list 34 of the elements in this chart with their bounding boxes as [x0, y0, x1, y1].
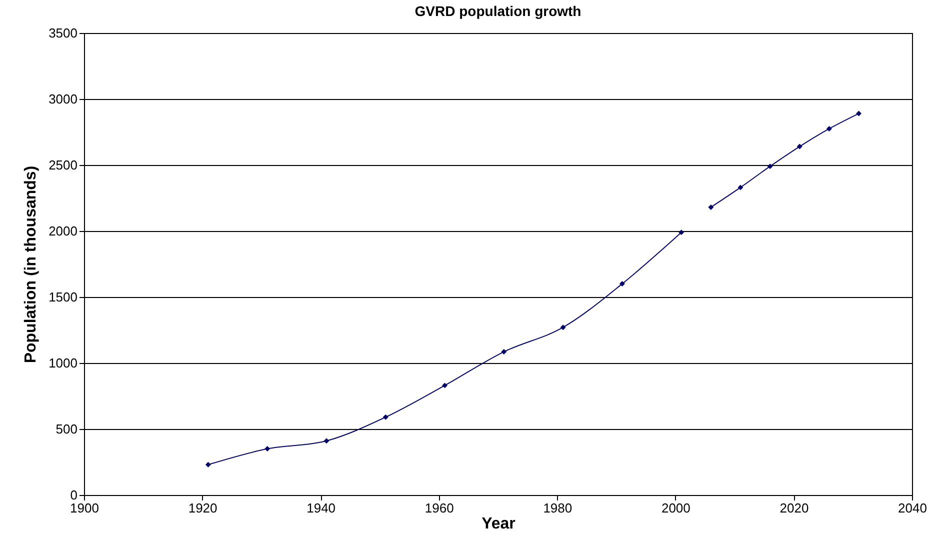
y-axis-title: Population (in thousands)	[22, 166, 40, 364]
x-tick-label: 2020	[780, 500, 809, 516]
point	[205, 462, 211, 468]
x-tick-label: 1960	[424, 500, 454, 516]
y-tick-label: 500	[56, 422, 78, 436]
x-tick-label: 1980	[543, 500, 572, 516]
point	[442, 382, 448, 388]
point	[501, 349, 507, 355]
point	[708, 204, 714, 210]
y-tick-label: 2000	[48, 224, 78, 238]
x-tick-label: 2000	[661, 500, 690, 516]
y-tick-label: 3500	[48, 26, 78, 40]
x-axis-title: Year	[482, 516, 516, 532]
point	[324, 438, 330, 444]
x-tick-label: 1900	[70, 500, 99, 516]
y-tick-label: 1000	[48, 356, 78, 370]
y-tick-label: 2500	[48, 158, 78, 172]
point	[382, 414, 388, 420]
point	[619, 281, 625, 287]
point	[264, 446, 270, 452]
point	[678, 230, 684, 236]
y-tick-label: 1500	[48, 290, 78, 304]
point	[826, 126, 832, 132]
x-tick-label: 1940	[306, 500, 336, 516]
point	[738, 184, 744, 190]
point	[796, 144, 802, 150]
y-tick-label: 3000	[48, 92, 78, 106]
point	[856, 110, 862, 116]
point	[560, 324, 566, 330]
y-tick-label: 0	[70, 488, 78, 502]
chart-title: GVRD population growth	[414, 3, 582, 19]
x-tick-label: 2040	[898, 500, 927, 516]
point	[767, 164, 773, 170]
x-tick-label: 1920	[188, 500, 218, 516]
